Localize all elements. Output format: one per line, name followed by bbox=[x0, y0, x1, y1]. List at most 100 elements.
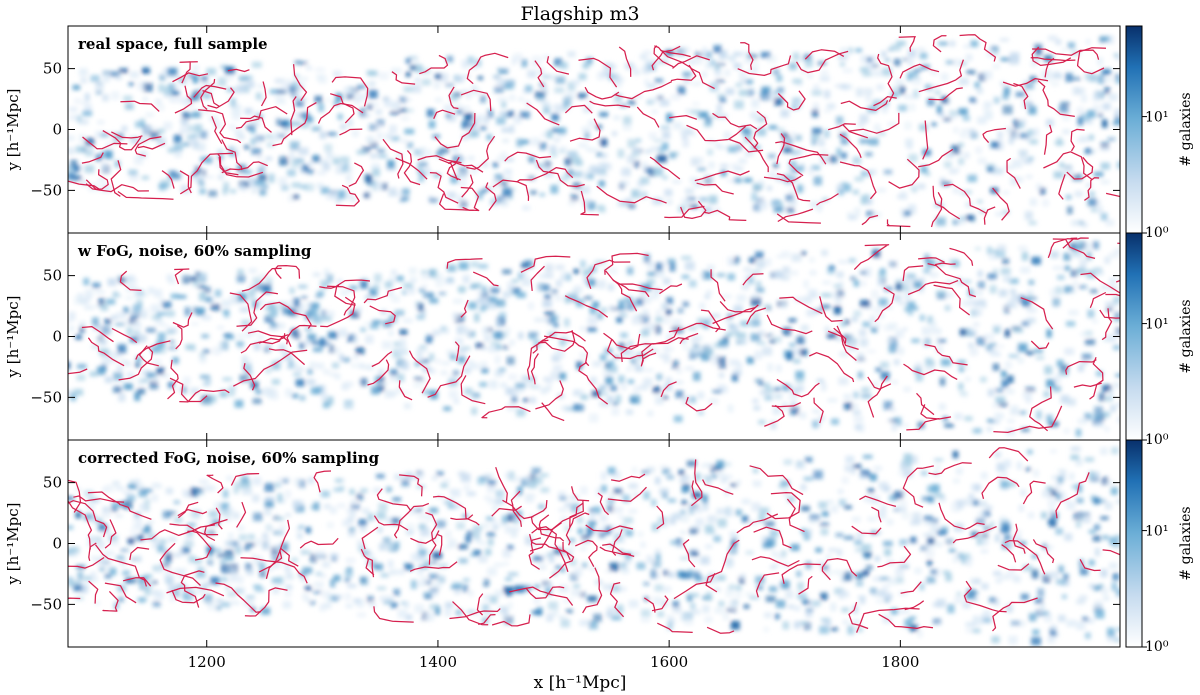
density-cell bbox=[478, 264, 488, 269]
filament-segment bbox=[534, 60, 545, 88]
density-cell bbox=[780, 274, 790, 281]
density-cell bbox=[823, 90, 831, 99]
density-cell bbox=[827, 398, 838, 403]
density-cell bbox=[659, 487, 669, 495]
density-cell bbox=[926, 560, 933, 566]
density-cell bbox=[1016, 461, 1023, 470]
density-cell bbox=[989, 420, 1000, 424]
density-cell bbox=[704, 174, 715, 181]
filament-segment bbox=[538, 330, 586, 344]
density-cell bbox=[654, 477, 661, 485]
density-cell bbox=[878, 481, 889, 490]
plot-area bbox=[68, 34, 1120, 228]
density-cell bbox=[871, 289, 879, 299]
filament-segment bbox=[102, 130, 142, 151]
density-cell bbox=[247, 288, 256, 296]
density-cell bbox=[634, 354, 644, 363]
filament-segment bbox=[334, 279, 370, 306]
density-cell bbox=[93, 304, 101, 309]
density-cell bbox=[1059, 162, 1065, 168]
density-cell bbox=[487, 498, 496, 505]
density-cell bbox=[752, 480, 762, 485]
density-cell bbox=[366, 136, 375, 144]
density-cell bbox=[1100, 141, 1109, 149]
filament-segment bbox=[786, 498, 805, 533]
filament-segment bbox=[331, 76, 369, 107]
density-cell bbox=[315, 67, 325, 72]
density-cell bbox=[1018, 121, 1025, 129]
density-cell bbox=[989, 597, 997, 603]
density-cell bbox=[727, 256, 733, 266]
density-cell bbox=[151, 580, 158, 584]
density-cell bbox=[821, 249, 828, 256]
density-cell bbox=[847, 47, 854, 53]
density-cell bbox=[910, 520, 920, 526]
density-cell bbox=[860, 299, 870, 307]
density-cell bbox=[738, 51, 748, 58]
density-cell bbox=[358, 519, 367, 527]
density-cell bbox=[295, 97, 304, 107]
filament-segment bbox=[575, 539, 598, 567]
density-cell bbox=[281, 184, 289, 191]
density-cell bbox=[248, 268, 257, 274]
density-cell bbox=[784, 179, 794, 186]
density-cell bbox=[163, 575, 174, 582]
density-cell bbox=[751, 502, 761, 512]
density-cell bbox=[863, 267, 872, 277]
filament-segment bbox=[848, 601, 869, 630]
density-cell bbox=[873, 307, 883, 313]
density-cell bbox=[68, 496, 74, 501]
density-cell bbox=[480, 189, 486, 194]
filament-segment bbox=[927, 262, 976, 298]
density-cell bbox=[821, 382, 827, 392]
density-cell bbox=[754, 378, 763, 383]
density-cell bbox=[200, 81, 209, 87]
filament-segment bbox=[1080, 272, 1120, 294]
density-cell bbox=[522, 205, 531, 211]
density-cell bbox=[1063, 253, 1071, 261]
density-cell bbox=[811, 165, 821, 171]
density-cell bbox=[484, 548, 492, 556]
density-cell bbox=[821, 511, 829, 517]
filament-segment bbox=[179, 170, 192, 194]
density-cell bbox=[446, 55, 454, 63]
density-cell bbox=[982, 610, 991, 619]
density-cell bbox=[927, 316, 933, 324]
density-cell bbox=[872, 70, 882, 77]
density-cell bbox=[1100, 516, 1109, 520]
density-cell bbox=[701, 71, 707, 78]
density-cell bbox=[315, 362, 325, 370]
density-cell bbox=[1090, 289, 1098, 293]
density-cell bbox=[222, 377, 232, 381]
density-cell bbox=[414, 149, 424, 156]
density-cell bbox=[321, 316, 332, 321]
density-cell bbox=[936, 530, 947, 536]
density-cell bbox=[1005, 605, 1012, 612]
density-cell bbox=[789, 342, 796, 348]
density-cell bbox=[652, 386, 661, 394]
density-cell bbox=[608, 304, 615, 310]
density-cell bbox=[1049, 627, 1057, 636]
density-cell bbox=[353, 95, 361, 104]
density-cell bbox=[729, 324, 739, 331]
density-cell bbox=[742, 129, 752, 136]
density-cell bbox=[930, 569, 937, 575]
y-tick-label: 50 bbox=[43, 60, 62, 78]
density-cell bbox=[632, 146, 641, 154]
density-cell bbox=[772, 90, 779, 95]
density-cell bbox=[640, 314, 650, 324]
density-cell bbox=[787, 394, 798, 399]
density-cell bbox=[230, 293, 239, 302]
density-cell bbox=[1064, 533, 1073, 541]
density-cell bbox=[606, 498, 615, 504]
filament-segment bbox=[299, 537, 339, 549]
density-cell bbox=[543, 55, 551, 60]
density-cell bbox=[753, 405, 761, 411]
density-cell bbox=[581, 535, 590, 540]
density-cell bbox=[463, 367, 471, 374]
density-cell bbox=[752, 468, 759, 474]
density-cell bbox=[1105, 301, 1116, 306]
density-cell bbox=[620, 332, 628, 338]
density-cell bbox=[631, 466, 638, 474]
